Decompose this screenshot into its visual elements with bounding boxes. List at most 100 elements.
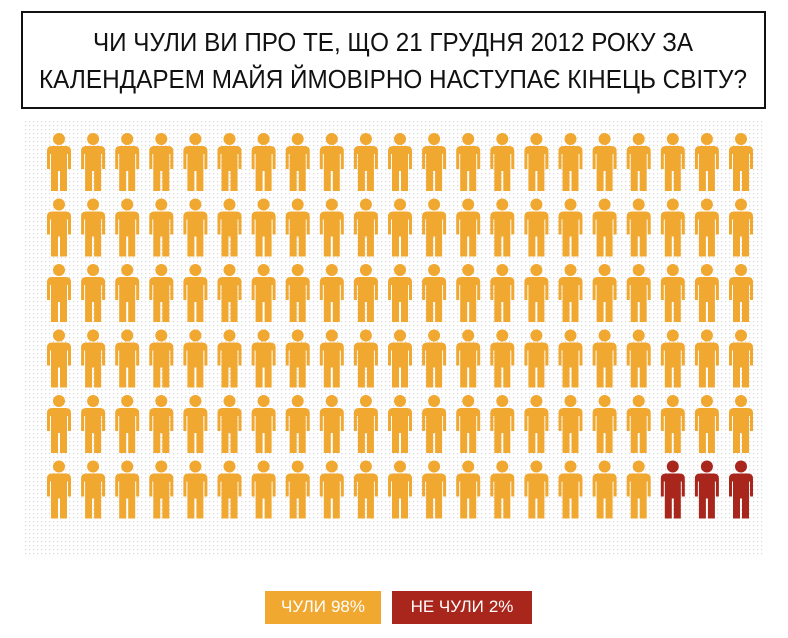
person-icon <box>694 264 719 322</box>
icon-head <box>462 133 475 145</box>
icon-head <box>496 329 509 342</box>
person-icon <box>388 198 412 257</box>
icon-head <box>325 198 338 211</box>
icon-body <box>353 211 378 257</box>
icon-head <box>530 329 543 342</box>
icon-head <box>598 460 611 473</box>
icon-body <box>149 342 174 388</box>
icon-head <box>394 198 406 211</box>
person-icon <box>47 395 71 453</box>
icon-head <box>223 133 236 145</box>
icon-body <box>47 473 71 519</box>
person-icon <box>592 198 617 257</box>
icon-head <box>700 460 713 473</box>
icon-head <box>428 133 441 145</box>
icon-body <box>251 211 276 257</box>
person-icon <box>592 460 617 519</box>
icon-body <box>115 277 140 322</box>
icon-head <box>735 198 747 211</box>
person-icon <box>115 460 140 519</box>
icon-head <box>632 460 645 473</box>
icon-body <box>626 211 651 257</box>
icon-head <box>53 460 65 473</box>
icon-head <box>700 395 713 407</box>
person-icon <box>81 198 106 257</box>
person-icon <box>217 460 242 519</box>
icon-body <box>626 473 651 519</box>
icon-body <box>558 277 583 322</box>
icon-head <box>257 198 270 211</box>
person-icon <box>490 264 515 322</box>
person-icon <box>319 395 344 453</box>
icon-body <box>183 146 208 191</box>
person-icon <box>183 198 208 257</box>
icon-body <box>285 211 310 257</box>
icon-head <box>325 133 338 145</box>
person-icon <box>353 329 378 388</box>
person-icon <box>149 198 174 257</box>
icon-head <box>325 395 338 407</box>
icon-body <box>694 211 719 257</box>
icon-body <box>251 277 276 322</box>
icon-body <box>353 473 378 519</box>
icon-head <box>257 329 270 342</box>
icon-head <box>394 133 406 145</box>
icon-body <box>319 342 344 388</box>
icon-body <box>353 146 378 191</box>
icon-head <box>428 460 441 473</box>
icon-head <box>53 329 65 342</box>
icon-head <box>735 329 747 342</box>
icon-body <box>626 342 651 388</box>
person-icon <box>524 133 549 191</box>
icon-body <box>47 408 71 453</box>
icon-head <box>735 460 747 473</box>
icon-head <box>564 133 577 145</box>
icon-body <box>149 146 174 191</box>
legend-name: НЕ ЧУЛИ <box>411 597 484 616</box>
icon-head <box>189 460 202 473</box>
icon-head <box>189 329 202 342</box>
icon-head <box>428 395 441 407</box>
icon-head <box>257 460 270 473</box>
icon-body <box>319 146 344 191</box>
icon-body <box>490 211 515 257</box>
icon-body <box>353 342 378 388</box>
icon-head <box>700 264 713 276</box>
icon-head <box>700 133 713 145</box>
person-icon <box>388 329 412 388</box>
person-icon <box>319 264 344 322</box>
icon-body <box>592 211 617 257</box>
person-icon <box>660 329 685 388</box>
icon-body <box>353 408 378 453</box>
icon-head <box>666 133 679 145</box>
icon-body <box>592 473 617 519</box>
chart-title: КАЛЕНДАРЕМ МАЙЯ ЙМОВІРНО НАСТУПАЄ КІНЕЦЬ… <box>39 64 747 94</box>
icon-head <box>632 264 645 276</box>
person-icon <box>558 133 583 191</box>
person-icon <box>285 395 310 453</box>
icon-head <box>598 329 611 342</box>
person-icon <box>490 133 515 191</box>
person-icon <box>524 395 549 453</box>
icon-head <box>223 329 236 342</box>
icon-body <box>490 473 515 519</box>
person-icon <box>422 198 447 257</box>
person-icon <box>456 395 481 453</box>
icon-body <box>319 277 344 322</box>
icon-body <box>558 342 583 388</box>
person-icon <box>47 460 71 519</box>
icon-head <box>598 198 611 211</box>
icon-body <box>729 473 753 519</box>
icon-head <box>632 133 645 145</box>
person-icon <box>217 198 242 257</box>
icon-body <box>422 146 447 191</box>
icon-grid <box>47 133 753 519</box>
icon-body <box>319 211 344 257</box>
icon-head <box>53 133 65 145</box>
person-icon <box>626 198 651 257</box>
icon-body <box>558 473 583 519</box>
icon-body <box>217 342 242 388</box>
icon-body <box>285 342 310 388</box>
legend-box <box>265 591 381 624</box>
icon-head <box>121 329 134 342</box>
